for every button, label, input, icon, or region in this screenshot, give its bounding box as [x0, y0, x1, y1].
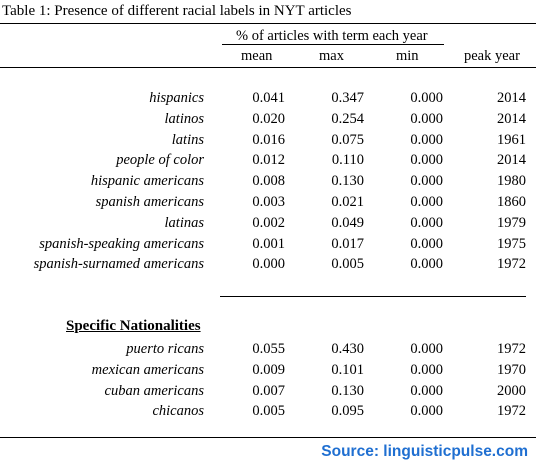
row-label: mexican americans: [91, 361, 204, 378]
row-label: hispanics: [149, 90, 204, 106]
col-header-peak-year: peak year: [464, 48, 520, 64]
source-credit: Source: linguisticpulse.com: [321, 443, 528, 460]
row-label: spanish americans: [95, 194, 204, 210]
cell-max: 0.101: [331, 361, 364, 378]
row-label: cuban americans: [104, 382, 204, 399]
cell-mean: 0.007: [252, 382, 285, 399]
cell-max: 0.110: [331, 152, 364, 169]
cell-mean: 0.041: [252, 90, 285, 106]
cell-peak: 2014: [497, 90, 526, 106]
cell-max: 0.017: [331, 235, 364, 252]
cell-peak: 1961: [497, 131, 526, 148]
cell-mean: 0.016: [252, 131, 285, 148]
cell-min: 0.000: [410, 90, 443, 106]
cell-peak: 1972: [497, 341, 526, 357]
col-header-mean: mean: [241, 48, 273, 64]
cell-min: 0.000: [410, 341, 443, 357]
cell-mean: 0.003: [252, 194, 285, 210]
cell-min: 0.000: [410, 361, 443, 378]
cell-min: 0.000: [410, 214, 443, 231]
table-caption: Table 1: Presence of different racial la…: [2, 3, 352, 19]
cell-mean: 0.012: [252, 152, 285, 169]
cell-max: 0.347: [331, 90, 364, 106]
row-label: latinos: [164, 110, 204, 127]
cell-min: 0.000: [410, 173, 443, 190]
cell-min: 0.000: [410, 382, 443, 399]
cell-max: 0.075: [331, 131, 364, 148]
cell-peak: 1972: [497, 403, 526, 420]
row-label: people of color: [116, 152, 204, 169]
cell-mean: 0.002: [252, 214, 285, 231]
cell-peak: 1975: [497, 235, 526, 252]
cell-mean: 0.009: [252, 361, 285, 378]
cell-peak: 2000: [497, 382, 526, 399]
top-rule: [0, 23, 536, 24]
cell-mean: 0.001: [252, 235, 285, 252]
cell-mean: 0.020: [252, 110, 285, 127]
cell-max: 0.049: [331, 214, 364, 231]
cell-min: 0.000: [410, 403, 443, 420]
cell-mean: 0.008: [252, 173, 285, 190]
col-header-max: max: [319, 48, 344, 64]
cell-max: 0.254: [331, 110, 364, 127]
cell-min: 0.000: [410, 256, 443, 273]
cell-peak: 1980: [497, 173, 526, 190]
cell-min: 0.000: [410, 194, 443, 210]
cell-mean: 0.005: [252, 403, 285, 420]
cell-peak: 1970: [497, 361, 526, 378]
cell-mean: 0.000: [252, 256, 285, 273]
cell-min: 0.000: [410, 131, 443, 148]
cell-max: 0.005: [331, 256, 364, 273]
cell-max: 0.021: [331, 194, 364, 210]
cell-peak: 1860: [497, 194, 526, 210]
cell-max: 0.430: [331, 341, 364, 357]
header-rule: [0, 67, 536, 68]
section-title: Specific Nationalities: [66, 318, 201, 334]
cell-max: 0.130: [331, 173, 364, 190]
row-label: spanish-speaking americans: [39, 235, 204, 252]
section-rule: [220, 296, 526, 297]
cell-min: 0.000: [410, 235, 443, 252]
row-label: chicanos: [152, 403, 204, 420]
span-header-rule: [222, 44, 444, 45]
cell-peak: 1972: [497, 256, 526, 273]
cell-peak: 2014: [497, 152, 526, 169]
col-header-min: min: [396, 48, 419, 64]
cell-min: 0.000: [410, 152, 443, 169]
row-label: puerto ricans: [126, 341, 204, 357]
row-label: spanish-surnamed americans: [33, 256, 204, 273]
row-label: latinas: [164, 214, 204, 231]
cell-peak: 2014: [497, 110, 526, 127]
row-label: hispanic americans: [90, 173, 204, 190]
cell-max: 0.095: [331, 403, 364, 420]
cell-min: 0.000: [410, 110, 443, 127]
bottom-rule: [0, 437, 536, 438]
row-label: latins: [171, 131, 204, 148]
cell-max: 0.130: [331, 382, 364, 399]
cell-mean: 0.055: [252, 341, 285, 357]
span-header: % of articles with term each year: [236, 28, 428, 44]
cell-peak: 1979: [497, 214, 526, 231]
